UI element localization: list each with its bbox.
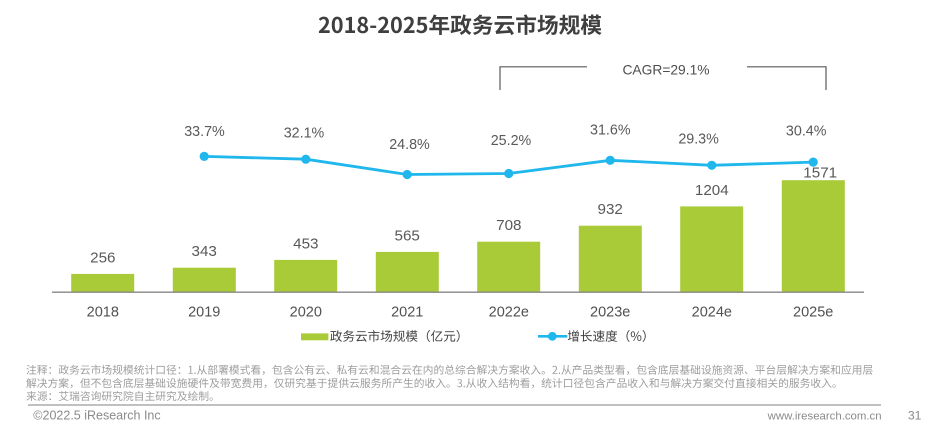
- svg-text:25.2%: 25.2%: [491, 133, 532, 149]
- svg-text:2021: 2021: [391, 305, 423, 321]
- svg-text:1204: 1204: [695, 182, 729, 199]
- svg-text:CAGR=29.1%: CAGR=29.1%: [622, 62, 709, 77]
- svg-text:29.3%: 29.3%: [678, 131, 719, 147]
- svg-text:33.7%: 33.7%: [184, 124, 225, 140]
- svg-text:2023e: 2023e: [590, 305, 630, 321]
- svg-text:31.6%: 31.6%: [590, 123, 631, 139]
- svg-text:453: 453: [293, 235, 318, 252]
- svg-text:31: 31: [908, 409, 922, 423]
- svg-text:2025e: 2025e: [793, 305, 833, 321]
- svg-text:©2022.5 iResearch Inc: ©2022.5 iResearch Inc: [33, 409, 160, 423]
- svg-text:932: 932: [598, 201, 623, 218]
- svg-text:www.iresearch.com.cn: www.iresearch.com.cn: [767, 411, 882, 423]
- svg-text:2020: 2020: [290, 305, 322, 321]
- svg-text:343: 343: [192, 243, 217, 260]
- svg-text:2018: 2018: [87, 305, 119, 321]
- svg-text:2024e: 2024e: [692, 305, 732, 321]
- svg-text:30.4%: 30.4%: [786, 123, 827, 139]
- svg-text:565: 565: [395, 227, 420, 244]
- svg-text:2019: 2019: [188, 305, 220, 321]
- svg-text:24.8%: 24.8%: [389, 137, 430, 153]
- svg-text:708: 708: [496, 217, 521, 234]
- svg-text:32.1%: 32.1%: [284, 126, 325, 142]
- svg-text:1571: 1571: [803, 164, 837, 181]
- svg-text:2022e: 2022e: [489, 305, 529, 321]
- svg-text:256: 256: [90, 249, 115, 266]
